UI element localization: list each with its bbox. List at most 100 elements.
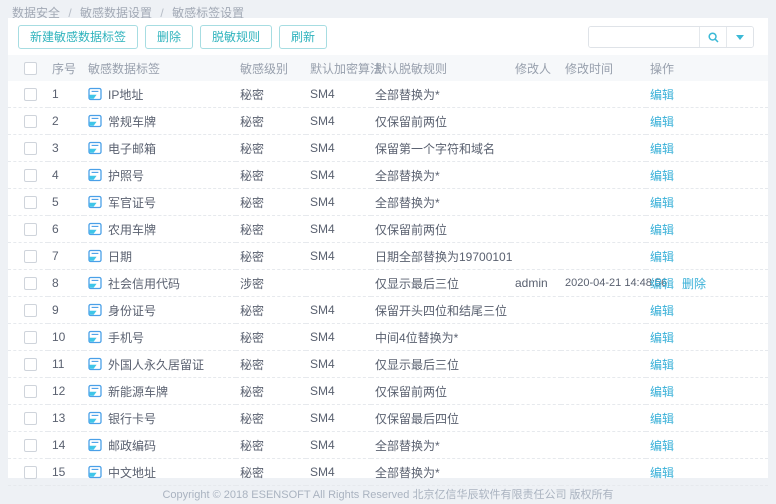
breadcrumb-item-data-security[interactable]: 数据安全: [12, 6, 61, 20]
row-modified-time: [561, 161, 646, 189]
edit-link[interactable]: 编辑: [650, 87, 675, 102]
delete-button[interactable]: 删除: [145, 25, 194, 49]
row-rule: 仅保留前两位: [371, 377, 511, 405]
row-label: 电子邮箱: [108, 141, 157, 156]
row-checkbox[interactable]: [24, 223, 37, 237]
row-checkbox[interactable]: [24, 196, 37, 210]
edit-link[interactable]: 编辑: [650, 411, 675, 426]
edit-link[interactable]: 编辑: [650, 249, 675, 264]
header-rule: 默认脱敏规则: [371, 55, 511, 81]
row-algorithm: SM4: [306, 431, 371, 459]
mask-rule-button[interactable]: 脱敏规则: [200, 25, 273, 49]
tag-icon: [88, 222, 102, 236]
new-sensitive-label-button[interactable]: 新建敏感数据标签: [18, 25, 139, 49]
row-label: 外国人永久居留证: [108, 357, 205, 372]
row-algorithm: SM4: [306, 215, 371, 243]
row-label: IP地址: [108, 87, 144, 102]
row-label: 农用车牌: [108, 222, 157, 237]
row-checkbox[interactable]: [24, 250, 37, 264]
breadcrumb-item-sensitive-data-settings[interactable]: 敏感数据设置: [80, 6, 153, 20]
row-rule: 仅保留前两位: [371, 107, 511, 135]
row-checkbox[interactable]: [24, 277, 37, 291]
edit-link[interactable]: 编辑: [650, 330, 675, 345]
select-all-checkbox[interactable]: [24, 62, 37, 76]
row-checkbox[interactable]: [24, 304, 37, 318]
edit-link[interactable]: 编辑: [650, 222, 675, 237]
row-rule: 仅保留前两位: [371, 215, 511, 243]
edit-link[interactable]: 编辑: [650, 303, 675, 318]
row-algorithm: SM4: [306, 377, 371, 405]
row-index: 14: [48, 431, 84, 459]
edit-link[interactable]: 编辑: [650, 168, 675, 183]
row-level: 秘密: [236, 431, 306, 459]
row-modifier: [511, 107, 561, 135]
edit-link[interactable]: 编辑: [650, 384, 675, 399]
sensitive-labels-table: 序号 敏感数据标签 敏感级别 默认加密算法 默认脱敏规则 修改人 修改时间 操作…: [8, 55, 768, 486]
header-modified-time: 修改时间: [561, 55, 646, 81]
row-checkbox[interactable]: [24, 169, 37, 183]
actions-cell: 编辑: [646, 134, 768, 162]
row-algorithm: SM4: [306, 458, 371, 486]
row-checkbox[interactable]: [24, 142, 37, 156]
row-label: 日期: [108, 249, 133, 264]
row-modifier: [511, 323, 561, 351]
edit-link[interactable]: 编辑: [650, 276, 675, 291]
breadcrumb-separator: /: [68, 6, 72, 20]
row-algorithm: SM4: [306, 134, 371, 162]
tag-icon: [88, 465, 102, 479]
tag-icon: [88, 276, 102, 290]
tag-icon: [88, 330, 102, 344]
row-modified-time: [561, 81, 646, 108]
actions-cell: 编辑: [646, 431, 768, 459]
row-index: 10: [48, 323, 84, 351]
row-rule: 仅显示最后三位: [371, 269, 511, 297]
edit-link[interactable]: 编辑: [650, 357, 675, 372]
table-row: 4 护照号 秘密 SM4 全部替换为* 编辑: [8, 161, 768, 189]
delete-link[interactable]: 删除: [682, 276, 707, 291]
table-row: 15 中文地址 秘密 SM4 全部替换为* 编辑: [8, 458, 768, 486]
tag-icon: [88, 303, 102, 317]
row-level: 秘密: [236, 188, 306, 216]
row-checkbox[interactable]: [24, 466, 37, 480]
row-level: 秘密: [236, 81, 306, 108]
tag-icon: [88, 249, 102, 263]
row-modifier: [511, 134, 561, 162]
row-checkbox[interactable]: [24, 358, 37, 372]
edit-link[interactable]: 编辑: [650, 141, 675, 156]
actions-cell: 编辑: [646, 81, 768, 108]
row-algorithm: SM4: [306, 81, 371, 108]
row-checkbox[interactable]: [24, 439, 37, 453]
row-checkbox[interactable]: [24, 412, 37, 426]
advanced-search-toggle[interactable]: [726, 27, 753, 47]
row-modified-time: [561, 134, 646, 162]
table-body: 1 IP地址 秘密 SM4 全部替换为* 编辑 2: [8, 81, 768, 486]
row-algorithm: SM4: [306, 242, 371, 270]
edit-link[interactable]: 编辑: [650, 438, 675, 453]
row-label: 常规车牌: [108, 114, 157, 129]
actions-cell: 编辑: [646, 242, 768, 270]
row-index: 9: [48, 296, 84, 324]
table-row: 10 手机号 秘密 SM4 中间4位替换为* 编辑: [8, 323, 768, 351]
tag-icon: [88, 87, 102, 101]
row-modifier: [511, 188, 561, 216]
table-row: 7 日期 秘密 SM4 日期全部替换为19700101 编辑: [8, 242, 768, 270]
edit-link[interactable]: 编辑: [650, 465, 675, 480]
row-rule: 全部替换为*: [371, 458, 511, 486]
row-checkbox[interactable]: [24, 88, 37, 102]
row-modifier: [511, 404, 561, 432]
actions-cell: 编辑: [646, 296, 768, 324]
actions-cell: 编辑: [646, 458, 768, 486]
row-algorithm: SM4: [306, 350, 371, 378]
edit-link[interactable]: 编辑: [650, 195, 675, 210]
search-input[interactable]: [589, 27, 699, 47]
row-modifier: [511, 296, 561, 324]
search-button[interactable]: [699, 27, 726, 47]
row-checkbox[interactable]: [24, 385, 37, 399]
row-level: 秘密: [236, 458, 306, 486]
refresh-button[interactable]: 刷新: [279, 25, 328, 49]
edit-link[interactable]: 编辑: [650, 114, 675, 129]
row-checkbox[interactable]: [24, 115, 37, 129]
actions-cell: 编辑: [646, 161, 768, 189]
row-checkbox[interactable]: [24, 331, 37, 345]
row-modifier: [511, 242, 561, 270]
